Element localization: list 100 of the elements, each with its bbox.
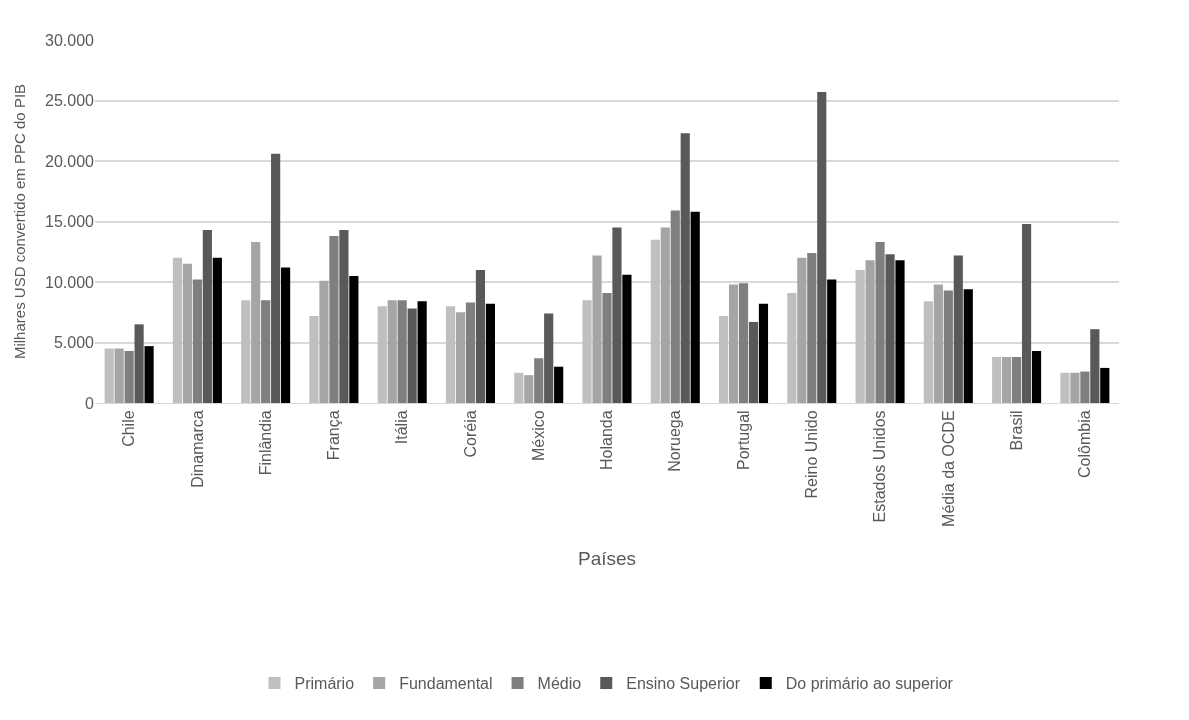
- bar: [612, 227, 622, 403]
- bar: [827, 279, 837, 403]
- legend-label: Do primário ao superior: [785, 675, 954, 693]
- y-tick-label: 5.000: [53, 334, 95, 352]
- bar: [1080, 371, 1090, 403]
- bar: [212, 257, 222, 403]
- bar: [758, 303, 769, 403]
- x-tick-label: Brasil: [1007, 410, 1025, 451]
- bar: [251, 242, 261, 403]
- legend-label: Primário: [294, 675, 355, 693]
- y-tick-label: 10.000: [45, 273, 95, 291]
- bar: [670, 210, 680, 403]
- bar: [465, 302, 476, 403]
- bar: [281, 267, 291, 403]
- bar: [807, 252, 817, 403]
- bar: [144, 346, 154, 403]
- x-tick-label: França: [325, 410, 343, 461]
- x-tick-label: Média da OCDE: [939, 410, 957, 527]
- bar: [933, 284, 943, 403]
- y-axis-title: Milhares USD convertido em PPC do PIB: [11, 83, 29, 360]
- bar: [1060, 372, 1070, 403]
- y-tick-label: 0: [85, 394, 95, 412]
- bar: [1012, 357, 1022, 403]
- x-tick-label: Noruega: [666, 410, 684, 472]
- bar: [475, 269, 486, 403]
- bar: [787, 292, 797, 403]
- x-axis-title: Países: [577, 547, 637, 569]
- bar: [524, 375, 534, 403]
- bar: [329, 236, 339, 403]
- bar: [865, 260, 875, 403]
- bar: [1090, 329, 1100, 403]
- bar: [455, 312, 466, 403]
- bar: [817, 92, 827, 403]
- y-tick-label: 20.000: [45, 152, 95, 170]
- bar: [943, 290, 953, 403]
- bar: [172, 257, 183, 403]
- x-tick-label: Itália: [393, 410, 411, 445]
- x-tick-label: Chile: [120, 410, 138, 447]
- bar: [1002, 357, 1012, 403]
- bar: [1070, 372, 1080, 403]
- y-tick-label: 30.000: [45, 31, 95, 49]
- bar: [114, 348, 124, 403]
- x-tick-label: Dinamarca: [188, 410, 206, 488]
- bar: [1031, 350, 1042, 403]
- bar: [241, 300, 251, 403]
- bar: [592, 255, 602, 403]
- y-tick-label: 15.000: [45, 213, 95, 231]
- bar: [728, 284, 739, 403]
- bar: [544, 313, 554, 403]
- bar: [885, 254, 895, 403]
- bar: [349, 275, 359, 403]
- bar: [963, 289, 973, 403]
- x-tick-label: Estados Unidos: [871, 410, 889, 523]
- x-tick-label: Colômbia: [1076, 410, 1094, 478]
- legend-label: Ensino Superior: [626, 675, 741, 693]
- bar: [182, 263, 193, 403]
- bar: [738, 283, 749, 403]
- bar: [875, 242, 885, 403]
- bar: [855, 269, 865, 403]
- bar: [377, 306, 387, 403]
- bar: [602, 292, 612, 403]
- bar: [485, 303, 495, 403]
- y-tick-label: 25.000: [45, 92, 95, 110]
- x-tick-label: México: [529, 410, 547, 462]
- bar: [387, 300, 397, 403]
- bar: [534, 358, 544, 403]
- bar: [622, 274, 632, 403]
- bar: [104, 348, 114, 403]
- bar: [650, 239, 660, 403]
- bar: [1021, 223, 1032, 403]
- bar: [319, 280, 329, 403]
- bar: [271, 153, 281, 403]
- bar: [309, 315, 319, 403]
- bar: [797, 257, 807, 403]
- bar: [923, 301, 933, 403]
- bar: [1100, 367, 1110, 403]
- bar: [339, 229, 349, 403]
- bar: [124, 350, 134, 403]
- x-tick-label: Coréia: [461, 410, 479, 458]
- bar: [445, 306, 456, 403]
- bar: [192, 279, 202, 403]
- x-tick-label: Reino Unido: [803, 410, 820, 499]
- legend-label: Fundamental: [399, 675, 493, 693]
- bar: [134, 324, 144, 403]
- x-tick-label: Portugal: [734, 410, 752, 470]
- bar: [407, 308, 417, 403]
- bar: [202, 229, 212, 403]
- bar: [680, 133, 690, 403]
- bar: [690, 211, 700, 403]
- bar: [719, 315, 729, 403]
- bar: [748, 321, 759, 403]
- bar: [417, 301, 427, 403]
- bar: [514, 372, 524, 403]
- bar: [582, 300, 592, 403]
- bar: [895, 260, 905, 403]
- bar: [261, 300, 271, 403]
- bar: [953, 255, 963, 403]
- bar: [660, 227, 670, 403]
- legend-label: Médio: [537, 675, 582, 693]
- x-tick-label: Finlândia: [256, 410, 274, 476]
